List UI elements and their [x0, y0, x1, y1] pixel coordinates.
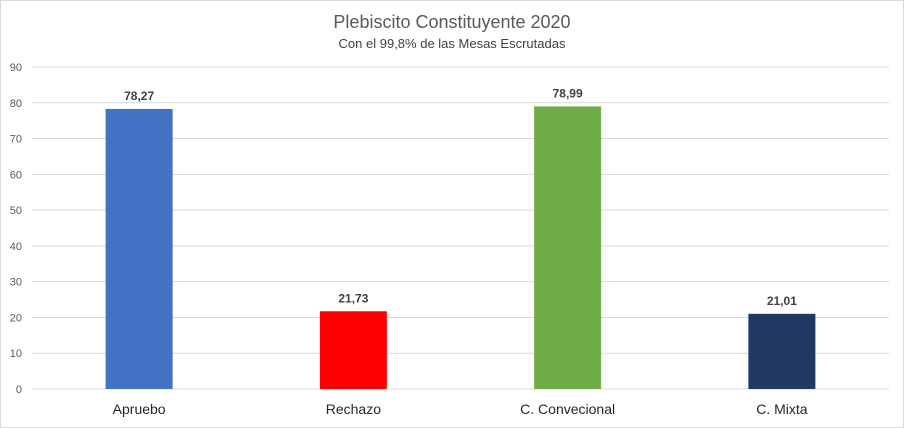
y-tick-label-20: 20: [10, 312, 22, 324]
y-tick-label-10: 10: [10, 348, 22, 360]
data-labels: 78,27 21,73 78,99 21,01: [124, 86, 797, 307]
y-tick-label-50: 50: [10, 205, 22, 217]
data-label-2: 78,99: [553, 86, 583, 100]
data-label-3: 21,01: [767, 294, 797, 308]
x-axis-categories: Apruebo Rechazo C. Convecional C. Mixta: [113, 401, 808, 417]
chart-subtitle: Con el 99,8% de las Mesas Escrutadas: [339, 36, 566, 51]
chart-title: Plebiscito Constituyente 2020: [333, 12, 570, 32]
bar-3: [748, 313, 816, 389]
y-tick-label-70: 70: [10, 134, 22, 146]
category-label-1: Rechazo: [326, 401, 381, 417]
y-axis-ticks: 0 10 20 30 40 50 60 70 80 90: [10, 62, 22, 396]
data-label-1: 21,73: [338, 291, 368, 305]
y-tick-label-90: 90: [10, 62, 22, 74]
bars: [105, 106, 816, 390]
category-label-2: C. Convecional: [520, 401, 615, 417]
category-label-0: Apruebo: [113, 401, 166, 417]
y-tick-label-80: 80: [10, 98, 22, 110]
category-label-3: C. Mixta: [756, 401, 808, 417]
data-label-0: 78,27: [124, 89, 154, 103]
y-tick-label-30: 30: [10, 277, 22, 289]
gridlines: [32, 66, 889, 390]
y-tick-label-0: 0: [16, 384, 22, 396]
bar-0: [105, 108, 173, 389]
y-tick-label-60: 60: [10, 169, 22, 181]
y-tick-label-40: 40: [10, 241, 22, 253]
bar-2: [534, 106, 602, 390]
bar-1: [319, 311, 387, 389]
